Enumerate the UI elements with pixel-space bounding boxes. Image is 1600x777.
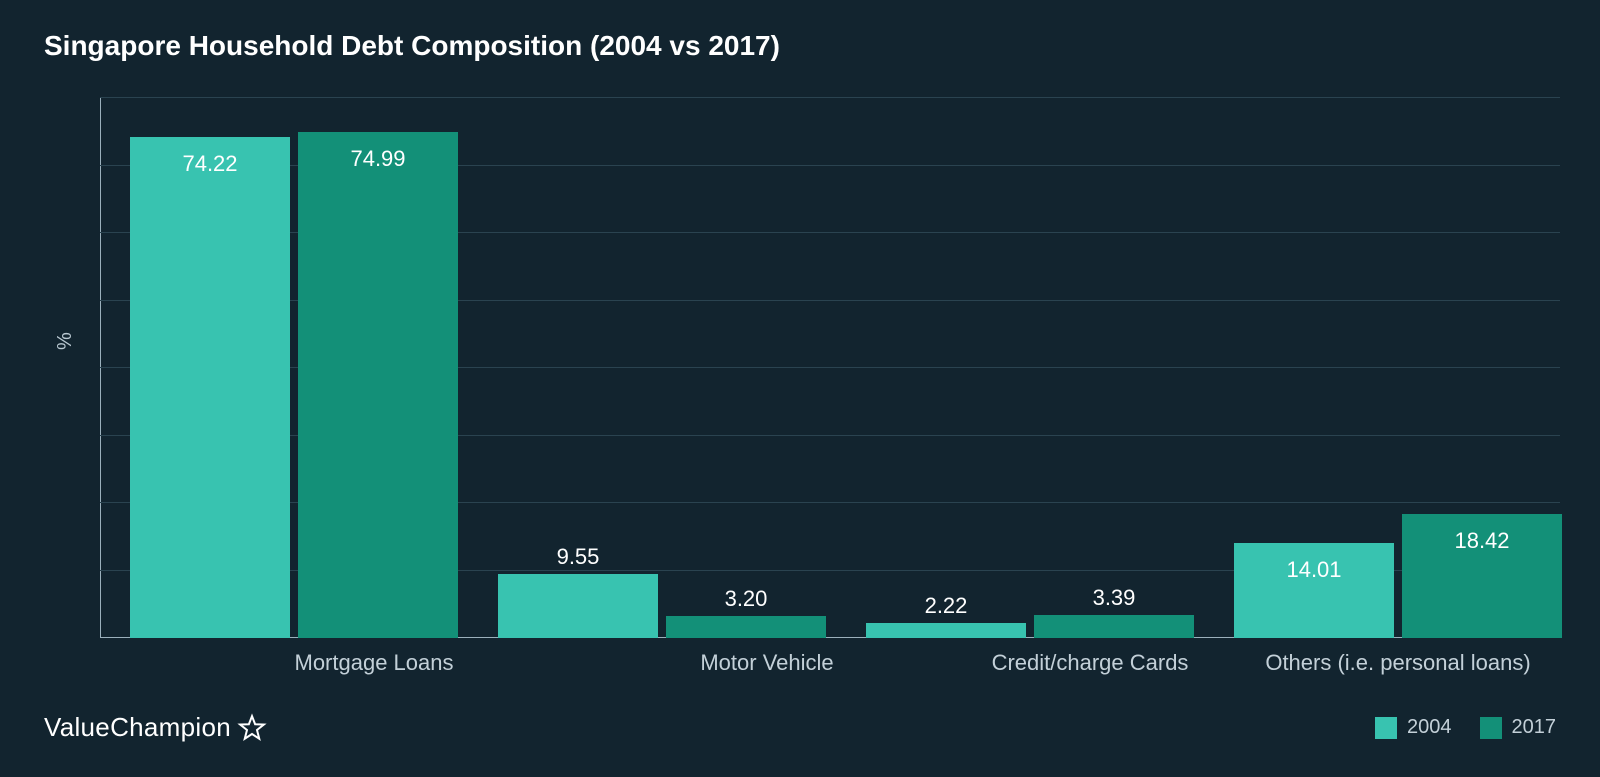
legend-label-2017: 2017 — [1512, 716, 1557, 739]
bar: 14.01 — [1234, 543, 1394, 638]
chart-title: Singapore Household Debt Composition (20… — [44, 30, 780, 62]
bar-value-label: 74.99 — [298, 146, 458, 172]
bar-value-label: 14.01 — [1234, 557, 1394, 583]
bar: 74.22 — [130, 137, 290, 638]
legend-label-2004: 2004 — [1407, 716, 1452, 739]
bar-value-label: 18.42 — [1402, 528, 1562, 554]
bar-value-label: 2.22 — [866, 593, 1026, 619]
bar: 18.42 — [1402, 514, 1562, 638]
bar: 2.22 — [866, 623, 1026, 638]
star-icon — [237, 713, 267, 743]
y-axis-line — [100, 98, 101, 638]
brand-footer: ValueChampion — [44, 712, 267, 743]
grid-line — [100, 97, 1560, 98]
y-axis-label: % — [54, 332, 77, 350]
bar: 3.20 — [666, 616, 826, 638]
bar: 74.99 — [298, 132, 458, 638]
legend-item-2017: 2017 — [1480, 716, 1557, 739]
bar: 9.55 — [498, 574, 658, 638]
category-label: Credit/charge Cards — [926, 650, 1254, 676]
chart-plot-area: 74.2274.99Mortgage Loans9.553.20Motor Ve… — [100, 98, 1560, 638]
bar: 3.39 — [1034, 615, 1194, 638]
category-label: Motor Vehicle — [603, 650, 931, 676]
legend-swatch-2017 — [1480, 717, 1502, 739]
legend: 2004 2017 — [1375, 716, 1556, 739]
legend-item-2004: 2004 — [1375, 716, 1452, 739]
bar-value-label: 9.55 — [498, 544, 658, 570]
bar-value-label: 3.20 — [666, 586, 826, 612]
category-label: Mortgage Loans — [210, 650, 538, 676]
bar-value-label: 3.39 — [1034, 585, 1194, 611]
bar-value-label: 74.22 — [130, 151, 290, 177]
category-label: Others (i.e. personal loans) — [1234, 650, 1562, 676]
brand-name: ValueChampion — [44, 712, 231, 743]
legend-swatch-2004 — [1375, 717, 1397, 739]
